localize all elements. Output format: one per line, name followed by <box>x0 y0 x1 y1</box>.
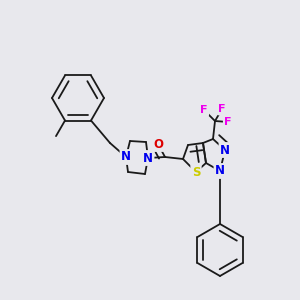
Text: O: O <box>153 137 163 151</box>
Text: N: N <box>220 143 230 157</box>
Text: F: F <box>200 105 208 115</box>
Text: N: N <box>215 164 225 178</box>
Text: F: F <box>224 117 232 127</box>
Text: N: N <box>143 152 153 164</box>
Text: S: S <box>192 166 200 178</box>
Text: N: N <box>121 151 131 164</box>
Text: F: F <box>218 104 226 114</box>
